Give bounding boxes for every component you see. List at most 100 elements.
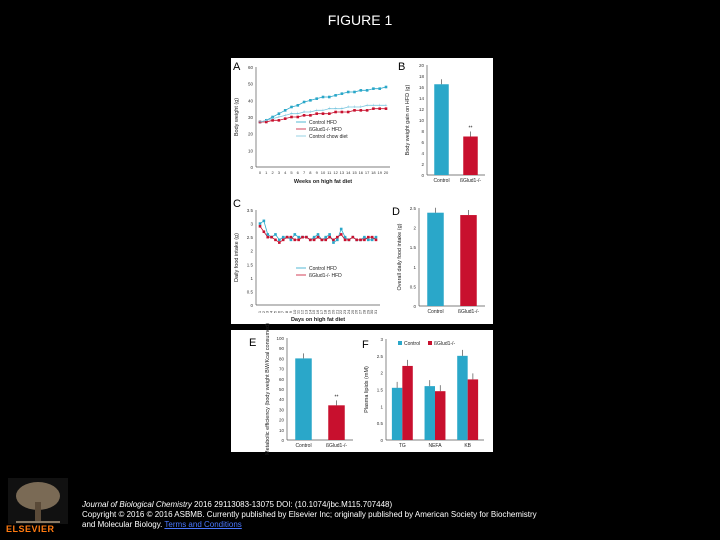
x-tick-label: ßGlud1-/- (460, 178, 481, 184)
data-point (258, 222, 262, 225)
panel-F: F 0 0.5 1 1.5 2 2.5 3 Plasma lipids (mM) TG NEFA KB… (362, 337, 484, 449)
x-tick-label: 10 (292, 309, 297, 314)
panel-letter-a: A (233, 61, 241, 73)
x-tick-label: 2 (271, 170, 274, 175)
x-tick-label: 18 (371, 170, 376, 175)
y-tick-label: 20 (279, 418, 285, 423)
x-tick-label: 20 (384, 170, 389, 175)
data-point (302, 100, 306, 104)
data-point (370, 238, 374, 242)
x-tick-label: 8 (309, 170, 312, 175)
data-point (274, 233, 277, 236)
y-tick-label: 3 (380, 337, 383, 342)
data-point (340, 92, 344, 95)
data-point (312, 238, 316, 242)
y-tick-label: 0 (250, 165, 253, 170)
y-tick-label: 2 (413, 226, 416, 231)
y-axis-label: Body weight (g) (234, 98, 240, 136)
y-axis-label: Plasma lipids (mM) (364, 366, 370, 413)
y-tick-label: 2 (421, 162, 424, 167)
data-point (293, 238, 297, 242)
x-tick-label: ßGlud1-/- (458, 309, 479, 315)
terms-link[interactable]: Terms and Conditions (164, 520, 242, 529)
x-tick-label: ßGlud1-/- (326, 443, 347, 449)
x-axis-label: Days on high fat diet (291, 317, 345, 323)
y-tick-label: 0 (421, 173, 424, 178)
data-point: + (359, 105, 362, 111)
y-tick-label: 1.5 (247, 262, 254, 267)
x-tick-label: 30 (369, 309, 374, 314)
data-point (285, 235, 289, 239)
bar (463, 136, 478, 175)
data-point (265, 120, 268, 124)
x-tick-label: 6 (276, 310, 281, 313)
data-point (289, 235, 293, 239)
x-tick-label: 2 (261, 310, 266, 313)
data-point (316, 233, 320, 236)
data-point (309, 114, 312, 117)
bar (457, 355, 468, 440)
x-tick-label: 25 (350, 309, 355, 314)
data-point (339, 227, 343, 231)
x-tick-label: Control (433, 178, 449, 184)
x-tick-label: 9 (316, 170, 319, 175)
y-axis-label: Overall daily food intake (g) (397, 223, 403, 290)
legend-entry: ßGlud1-/- (434, 341, 455, 347)
data-point: + (385, 103, 388, 109)
data-point (266, 235, 270, 239)
journal-name: Journal of Biological Chemistry (82, 500, 192, 509)
data-point (277, 119, 281, 122)
data-point (271, 119, 274, 122)
x-tick-label: KB (464, 443, 471, 449)
data-point (296, 115, 300, 119)
y-tick-label: 10 (279, 428, 285, 433)
y-tick-label: 3 (250, 222, 253, 227)
y-tick-label: 1 (250, 276, 253, 281)
x-tick-label: Control (295, 443, 311, 449)
data-point: + (290, 111, 293, 117)
bar (424, 386, 435, 440)
x-tick-label: 16 (359, 170, 364, 175)
data-point: + (340, 106, 343, 112)
data-point (321, 112, 325, 115)
y-tick-label: 2.5 (410, 206, 417, 211)
y-tick-label: 20 (248, 132, 254, 137)
x-tick-label: 12 (333, 170, 338, 175)
data-point (346, 90, 350, 94)
data-point (302, 114, 306, 117)
data-point (378, 87, 381, 90)
data-point (347, 238, 351, 242)
data-point (283, 109, 287, 112)
data-point (278, 241, 281, 244)
series-line (259, 104, 386, 123)
x-tick-label: 14 (346, 170, 351, 175)
panel-letter-b: B (398, 61, 405, 73)
elsevier-tree-logo (8, 478, 68, 524)
data-point (297, 235, 300, 239)
data-point (378, 107, 381, 110)
data-point (351, 235, 355, 239)
data-point (266, 233, 270, 236)
x-tick-label: 17 (319, 309, 324, 314)
legend-swatch (428, 341, 432, 345)
data-point (277, 112, 281, 115)
data-point (363, 235, 366, 239)
data-point (334, 94, 337, 97)
y-tick-label: 3.5 (247, 208, 254, 213)
y-tick-label: 6 (421, 140, 424, 145)
data-point (332, 238, 335, 242)
x-tick-label: 3 (278, 170, 281, 175)
data-point: + (277, 115, 280, 121)
y-tick-label: 10 (248, 148, 254, 153)
panel-letter-c: C (233, 198, 241, 210)
data-point (365, 89, 369, 92)
data-point (312, 235, 316, 239)
panel-E: E 0 10 20 30 40 50 60 70 80 90 100 Metabolic efficie… (249, 323, 353, 455)
x-tick-label: 24 (346, 309, 351, 314)
x-tick-label: 1 (257, 310, 262, 313)
x-tick-label: 6 (297, 170, 300, 175)
x-tick-label: 29 (365, 309, 370, 314)
data-point (320, 238, 324, 242)
x-tick-label: 0 (259, 170, 262, 175)
data-point (270, 235, 273, 239)
